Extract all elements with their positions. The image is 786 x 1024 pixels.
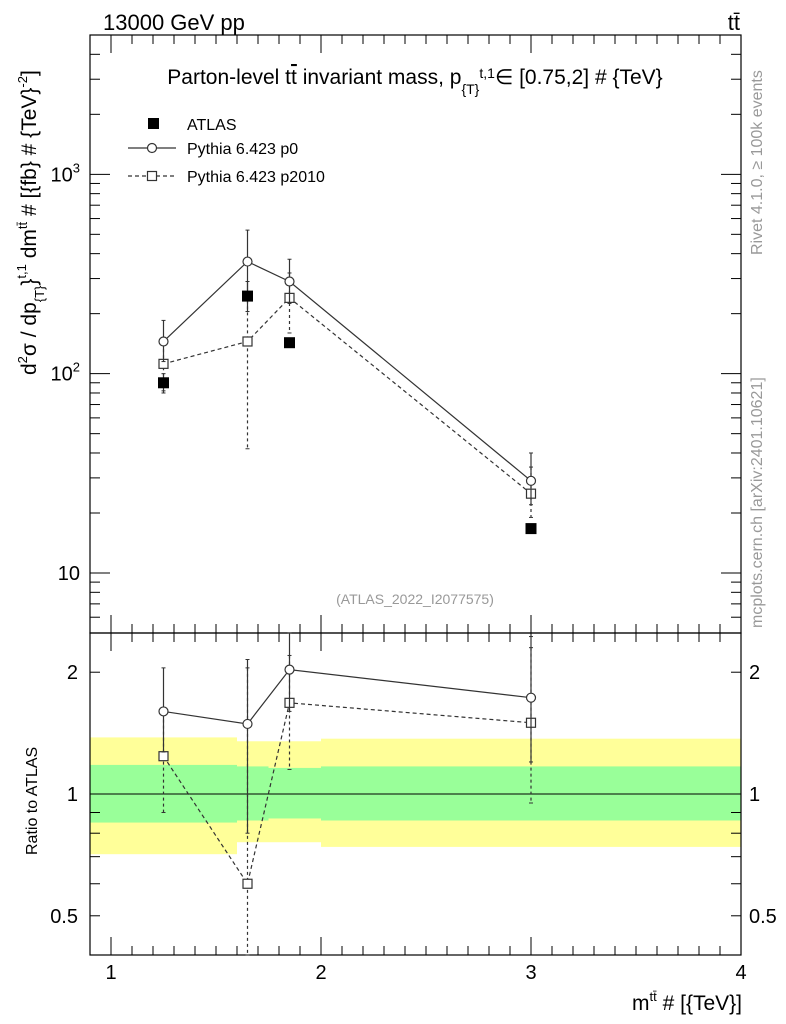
- rivet-version-label: Rivet 4.1.0, ≥ 100k events: [749, 70, 766, 255]
- legend-atlas-label: ATLAS: [187, 117, 237, 134]
- ratio-band-green-2: [268, 767, 321, 819]
- ratio-series-group: [158, 632, 537, 956]
- main-atlas-point-2: [284, 337, 295, 349]
- x-tick-label-3: 4: [735, 962, 746, 984]
- ratio-p0-point-2: [284, 664, 295, 675]
- x-axis-ticks: 1 2 3 4: [105, 35, 747, 984]
- ratio-y-tick-label-right-0: 0.5: [749, 906, 777, 928]
- chart-title: Parton-level tt invariant mass, p{T}t,1∈…: [167, 65, 662, 97]
- main-atlas-point-0: [158, 377, 169, 389]
- x-tick-label-0: 1: [105, 962, 116, 984]
- main-atlas-point-3: [525, 523, 537, 535]
- ratio-y-tick-label-left-1: 1: [67, 784, 78, 806]
- legend-p2010-marker: [146, 170, 158, 182]
- legend-p0-marker: [146, 142, 158, 154]
- main-y-axis-label: d2σ / dp{T}}t,1 dmtt̄ # [{fb} # {TeV}-2]: [14, 70, 47, 375]
- x-tick-label-1: 2: [315, 962, 326, 984]
- main-y-tick-label-1: 102: [51, 360, 80, 386]
- ratio-y-axis-label: Ratio to ATLAS: [24, 747, 41, 855]
- legend-atlas-marker: [148, 118, 159, 129]
- ratio-p2010-line: [162, 702, 532, 886]
- main-p0-point-0: [158, 336, 169, 347]
- main-series-group: [158, 229, 537, 535]
- ratio-p2010-point-0: [158, 751, 169, 762]
- legend-p2010-label: Pythia 6.423 p2010: [187, 169, 325, 186]
- chart-title-tbar: t: [291, 66, 297, 89]
- x-tick-label-2: 3: [525, 962, 536, 984]
- legend: ATLAS Pythia 6.423 p0 Pythia 6.423 p2010: [128, 117, 325, 186]
- legend-p0-label: Pythia 6.423 p0: [187, 141, 298, 158]
- ratio-p0-point-0: [158, 706, 169, 717]
- main-p0-point-3: [525, 475, 537, 486]
- main-p2010-line: [163, 297, 532, 495]
- header-energy-label: 13000 GeV pp: [103, 10, 245, 35]
- main-p0-point-1: [242, 256, 253, 267]
- ratio-p0-line: [163, 668, 532, 725]
- main-y-axis-ticks: 10 102 103: [51, 34, 741, 634]
- main-atlas-point-1: [242, 290, 253, 302]
- ratio-y-axis-ticks: 0.5 0.5 1 1 2 2: [50, 662, 777, 956]
- ratio-band-green-1: [237, 766, 269, 821]
- main-p0-point-2: [284, 276, 295, 287]
- ratio-p0-point-3: [525, 692, 537, 703]
- ratio-y-tick-label-right-2: 2: [749, 662, 760, 684]
- x-axis-label: mtt̄ # [{TeV}]: [632, 989, 742, 1015]
- ratio-y-tick-label-left-2: 2: [67, 662, 78, 684]
- analysis-watermark: (ATLAS_2022_I2077575): [336, 591, 494, 607]
- mcplots-credit-label: mcplots.cern.ch [arXiv:2401.10621]: [749, 377, 766, 628]
- main-y-tick-label-2: 103: [51, 160, 80, 186]
- main-p2010-point-1: [242, 336, 253, 347]
- ratio-y-tick-label-left-0: 0.5: [50, 906, 78, 928]
- ratio-p0-point-1: [242, 718, 253, 730]
- ratio-p2010-point-1: [242, 878, 253, 889]
- main-p0-line: [163, 260, 532, 482]
- main-y-tick-label-0: 10: [58, 563, 80, 585]
- ratio-y-tick-label-right-1: 1: [749, 784, 760, 806]
- header-process-label: tt̄: [728, 10, 740, 35]
